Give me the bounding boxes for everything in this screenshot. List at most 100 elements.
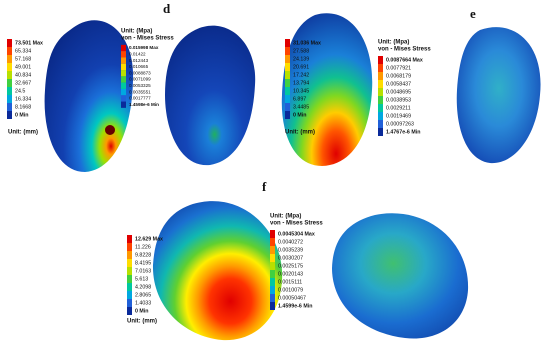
- unit-label: Unit: (mm): [8, 130, 38, 136]
- unit-label: Unit: (mm): [285, 130, 315, 136]
- legend-swatch: [285, 63, 290, 71]
- legend-swatch: [121, 95, 126, 102]
- legend-entry: 17.242: [293, 72, 309, 78]
- legend-swatch: [270, 238, 275, 246]
- legend-entry: 0.015998 Max: [129, 45, 159, 50]
- legend-entry: 20.691: [293, 64, 309, 70]
- legend-swatch: [270, 246, 275, 254]
- legend-entry: 1.4767e-6 Min: [386, 129, 420, 135]
- legend-swatch: [121, 76, 126, 83]
- legend-swatch: [285, 111, 290, 119]
- legend-swatch: [270, 302, 275, 310]
- legend-entry: 10.345: [293, 88, 309, 94]
- legend-entry: 7.0163: [135, 268, 151, 274]
- legend-entry: 0.0019469: [386, 113, 411, 119]
- legend-entry: 31.036 Max: [293, 40, 321, 46]
- legend-swatch: [270, 278, 275, 286]
- legend-swatch: [127, 267, 132, 275]
- legend-entry: 0.0029211: [386, 105, 411, 111]
- legend-entry: 0.0087664 Max: [386, 57, 423, 63]
- legend-entry: 6.897: [293, 96, 306, 102]
- legend-swatch: [7, 95, 12, 103]
- legend-entry: 1.4599e-6 Min: [278, 303, 312, 309]
- legend-entry: 0.0045304 Max: [278, 231, 315, 237]
- legend-swatch: [270, 270, 275, 278]
- legend-entry: 0.0040272: [278, 239, 303, 245]
- load-point: [105, 125, 115, 135]
- legend-entry: 0.0053325: [129, 83, 151, 88]
- legend-entry: 8.1668: [15, 104, 31, 110]
- legend-swatch: [127, 283, 132, 291]
- legend-entry: 0.0077921: [386, 65, 411, 71]
- legend-entry: 27.588: [293, 48, 309, 54]
- legend-swatch: [270, 294, 275, 302]
- legend-entry: 3.4485: [293, 104, 309, 110]
- legend-swatch: [285, 47, 290, 55]
- legend-entry: 0.012443: [129, 58, 149, 63]
- model-shape: [44, 20, 134, 172]
- legend-entry: 0.0015111: [278, 279, 302, 285]
- legend-swatch: [121, 82, 126, 89]
- legend-title: von - Mises Stress: [270, 221, 323, 227]
- legend-swatch: [7, 39, 12, 47]
- legend-entry: 32.667: [15, 80, 31, 86]
- legend-swatch: [127, 291, 132, 299]
- model-shape: [456, 27, 541, 164]
- legend-swatch: [378, 120, 383, 128]
- legend-swatch: [7, 71, 12, 79]
- legend-swatch: [285, 71, 290, 79]
- legend-swatch: [378, 64, 383, 72]
- legend-entry: 0 Min: [135, 308, 149, 314]
- legend-swatch: [121, 44, 126, 52]
- legend-entry: 4.2098: [135, 284, 151, 290]
- legend-entry: 12.629 Max: [135, 236, 163, 242]
- model-shape: [332, 213, 469, 339]
- legend-entry: 49.001: [15, 64, 31, 70]
- panel-label: f: [262, 179, 267, 194]
- legend-entry: 0.0025175: [278, 263, 303, 269]
- legend-swatch: [7, 55, 12, 63]
- legend-swatch: [378, 56, 383, 64]
- legend-swatch: [121, 88, 126, 96]
- legend-swatch: [270, 254, 275, 262]
- legend-entry: 5.613: [135, 276, 148, 282]
- legend-entry: 0.0071099: [129, 77, 151, 82]
- legend-entry: 0 Min: [293, 112, 307, 118]
- legend-swatch: [285, 39, 290, 47]
- unit-label: Unit: (Mpa): [270, 214, 301, 220]
- legend-title: von - Mises Stress: [121, 36, 174, 42]
- legend-entry: 0.010665: [129, 64, 149, 69]
- legend-swatch: [7, 79, 12, 87]
- legend-swatch: [285, 55, 290, 63]
- legend-swatch: [127, 299, 132, 307]
- legend-swatch: [7, 103, 12, 111]
- legend-swatch: [127, 275, 132, 283]
- legend-swatch: [378, 96, 383, 104]
- legend-entry: 24.5: [15, 88, 25, 94]
- legend-entry: 57.168: [15, 56, 31, 62]
- legend-entry: 0.0068179: [386, 73, 411, 79]
- legend-swatch: [285, 95, 290, 103]
- legend-entry: 11.226: [135, 244, 151, 250]
- legend-swatch: [270, 230, 275, 238]
- legend-entry: 0.0035551: [129, 89, 151, 94]
- legend-swatch: [121, 101, 126, 108]
- legend-swatch: [121, 51, 126, 58]
- legend-entry: 24.139: [293, 56, 309, 62]
- model-shape: [152, 201, 283, 341]
- legend-swatch: [127, 243, 132, 251]
- legend-swatch: [285, 103, 290, 111]
- legend-entry: 0.0035239: [278, 247, 303, 253]
- panel-label: d: [163, 1, 171, 16]
- legend-entry: 65.334: [15, 48, 31, 54]
- legend-entry: 0.0038953: [386, 97, 411, 103]
- model-shape: [165, 25, 256, 166]
- legend-swatch: [121, 70, 126, 77]
- legend-entry: 0.0030207: [278, 255, 303, 261]
- legend-swatch: [7, 47, 12, 55]
- legend-swatch: [7, 87, 12, 95]
- legend-entry: 16.334: [15, 96, 31, 102]
- legend-swatch: [378, 104, 383, 112]
- legend-swatch: [127, 259, 132, 267]
